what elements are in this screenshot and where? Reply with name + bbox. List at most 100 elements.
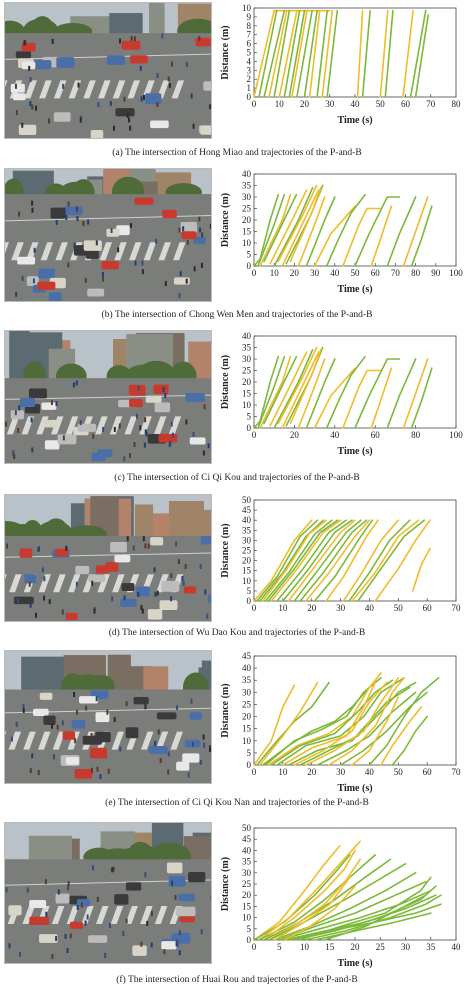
trajectory-line [303, 9, 318, 98]
x-tick-label: 15 [325, 942, 335, 952]
x-tick-label: 60 [423, 767, 433, 777]
trajectory-line [313, 367, 356, 429]
trajectory-line [273, 349, 314, 429]
y-tick-label: 45 [242, 834, 252, 844]
y-axis-label: Distance (m) [220, 523, 231, 577]
street-intersection-photo [5, 823, 211, 963]
y-tick-label: 10 [242, 736, 252, 746]
trajectory-line [391, 715, 428, 766]
x-tick-label: 30 [325, 99, 335, 109]
x-tick-label: 40 [351, 99, 361, 109]
x-tick-label: 0 [252, 603, 257, 613]
y-tick-label: 20 [242, 890, 252, 900]
x-tick-label: 5 [277, 942, 282, 952]
trajectory-line [263, 193, 298, 263]
y-tick-label: 25 [242, 699, 252, 709]
intersection-photo [4, 2, 212, 139]
y-tick-label: 35 [242, 181, 252, 191]
trajectory-line [253, 519, 313, 602]
x-tick-label: 0 [252, 942, 257, 952]
y-tick-label: 10 [242, 576, 252, 586]
x-tick-label: 30 [401, 942, 411, 952]
y-tick-label: 30 [242, 868, 252, 878]
x-tick-label: 0 [252, 767, 257, 777]
y-tick-label: 3 [247, 65, 252, 75]
y-tick-label: 5 [247, 48, 252, 58]
trajectory-line [253, 845, 341, 941]
y-tick-label: 10 [242, 238, 252, 248]
trajectory-line [326, 9, 339, 98]
trajectory-line [268, 858, 361, 941]
x-tick-label: 80 [452, 99, 462, 109]
trajectory-line [273, 9, 291, 98]
y-axis-label: Distance (m) [220, 193, 231, 247]
trajectory-line [253, 9, 331, 98]
trajectory-line [283, 885, 356, 941]
trajectory-line [299, 519, 368, 602]
x-tick-label: 70 [452, 767, 462, 777]
trajectory-chart: 0 10 20 30 40 50 60 7005101520253035404550Dista… [220, 495, 462, 613]
y-tick-label: 40 [242, 331, 252, 341]
trajectory-line [278, 889, 432, 941]
x-tick-label: 20 [351, 942, 361, 952]
y-tick-label: 5 [247, 586, 252, 596]
trajectory-line [259, 193, 292, 267]
street-intersection-photo [5, 495, 211, 621]
x-tick-label: 20 [290, 430, 300, 440]
x-tick-label: 50 [394, 767, 404, 777]
trajectory-line [313, 519, 374, 602]
trajectory-line [253, 684, 296, 766]
x-tick-label: 40 [330, 268, 340, 278]
y-tick-label: 0 [247, 596, 252, 606]
trajectory-line [264, 677, 382, 766]
trajectory-line [259, 681, 319, 766]
y-tick-label: 20 [242, 556, 252, 566]
figure-panel-b: 0 10 20 30 40 50 60 70 80 90 100 0 5 10 15 20 25 30 35 40 Ti… [0, 168, 474, 324]
x-tick-label: 70 [452, 603, 462, 613]
trajectory-line [410, 205, 433, 267]
y-tick-label: 10 [242, 3, 252, 13]
trajectory-line [257, 355, 286, 429]
y-tick-label: 30 [242, 535, 252, 545]
y-tick-label: 4 [247, 56, 252, 66]
y-axis-label: Distance (m) [220, 683, 231, 737]
trajectory-line [361, 9, 371, 98]
y-tick-label: 30 [242, 687, 252, 697]
y-tick-label: 15 [242, 227, 252, 237]
trajectory-line [289, 349, 322, 425]
y-tick-label: 10 [242, 400, 252, 410]
trajectory-line [270, 519, 342, 602]
trajectory-line [386, 358, 417, 429]
trajectory-line [283, 9, 301, 98]
x-tick-label: 0 [252, 268, 257, 278]
figure-panel-f: 0 5 10 15 20 25 30 35 40 0 5 10 15 20 25 30 35 40 45 50 Time… [0, 822, 474, 989]
trajectory-chart: 0 10 20 30 40 50 60 70 80 90 1000510152025303540Ti… [220, 169, 463, 295]
trajectory-line [402, 196, 429, 267]
trajectory-line [351, 519, 420, 602]
x-tick-label: 100 [449, 430, 463, 440]
trajectory-line [316, 691, 417, 766]
trajectory-line [305, 358, 336, 429]
x-tick-label: 20 [307, 767, 317, 777]
trajectory-line [270, 679, 394, 766]
street-intersection-photo [5, 169, 211, 301]
trajectory-line [321, 9, 334, 98]
trajectory-line [414, 14, 429, 98]
trajectory-line [305, 677, 400, 766]
y-tick-label: 0 [247, 261, 252, 271]
x-axis-label: Time (s) [337, 284, 372, 295]
trajectory-line [263, 849, 356, 941]
intersection-photo [4, 330, 212, 464]
trajectory-line [325, 519, 379, 602]
y-tick-label: 15 [242, 724, 252, 734]
y-tick-label: 20 [242, 377, 252, 387]
trajectory-line [273, 187, 314, 267]
panel-caption: (f) The intersection of Huai Rou and tra… [116, 975, 358, 985]
trajectory-line [325, 193, 366, 267]
trajectory-plot: 0 5 10 15 20 25 30 35 40 0 5 10 15 20 25 30 35 40 45 50 Time… [218, 822, 474, 970]
panel-caption: (d) The intersection of Wu Dao Kou and t… [108, 628, 366, 638]
panel-caption: (e) The intersection of Ci Qi Kou Nan an… [105, 798, 369, 808]
x-tick-label: 20 [300, 99, 310, 109]
